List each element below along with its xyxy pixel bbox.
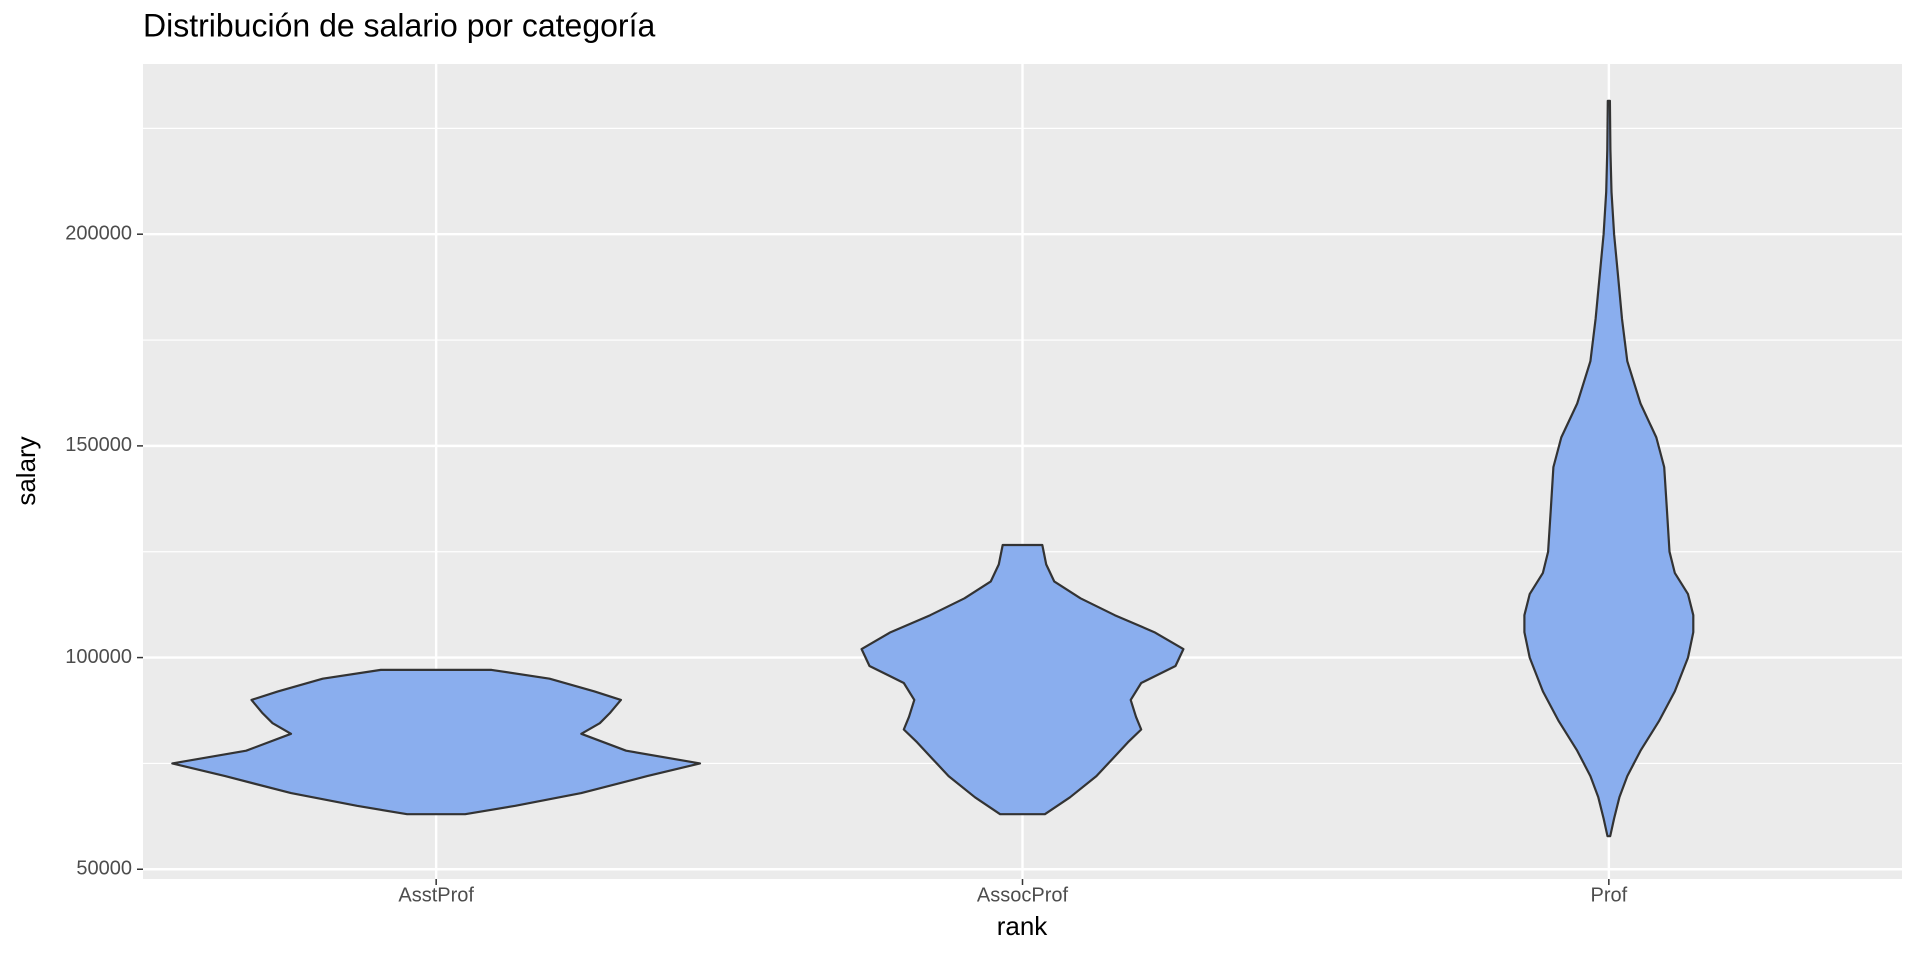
y-tick-label: 150000: [65, 434, 132, 456]
x-tick-label: Prof: [1590, 884, 1627, 906]
y-tick-label: 200000: [65, 222, 132, 244]
y-tick-label: 100000: [65, 646, 132, 668]
violin: [1523, 99, 1695, 838]
y-tick-label: 50000: [76, 858, 132, 880]
chart-title: Distribución de salario por categoría: [143, 7, 655, 43]
violin: [171, 668, 702, 816]
x-axis-label: rank: [997, 911, 1049, 941]
x-tick-label: AsstProf: [398, 884, 474, 906]
y-axis-label: salary: [11, 436, 41, 505]
violin: [860, 543, 1185, 816]
x-tick-label: AssocProf: [977, 884, 1069, 906]
